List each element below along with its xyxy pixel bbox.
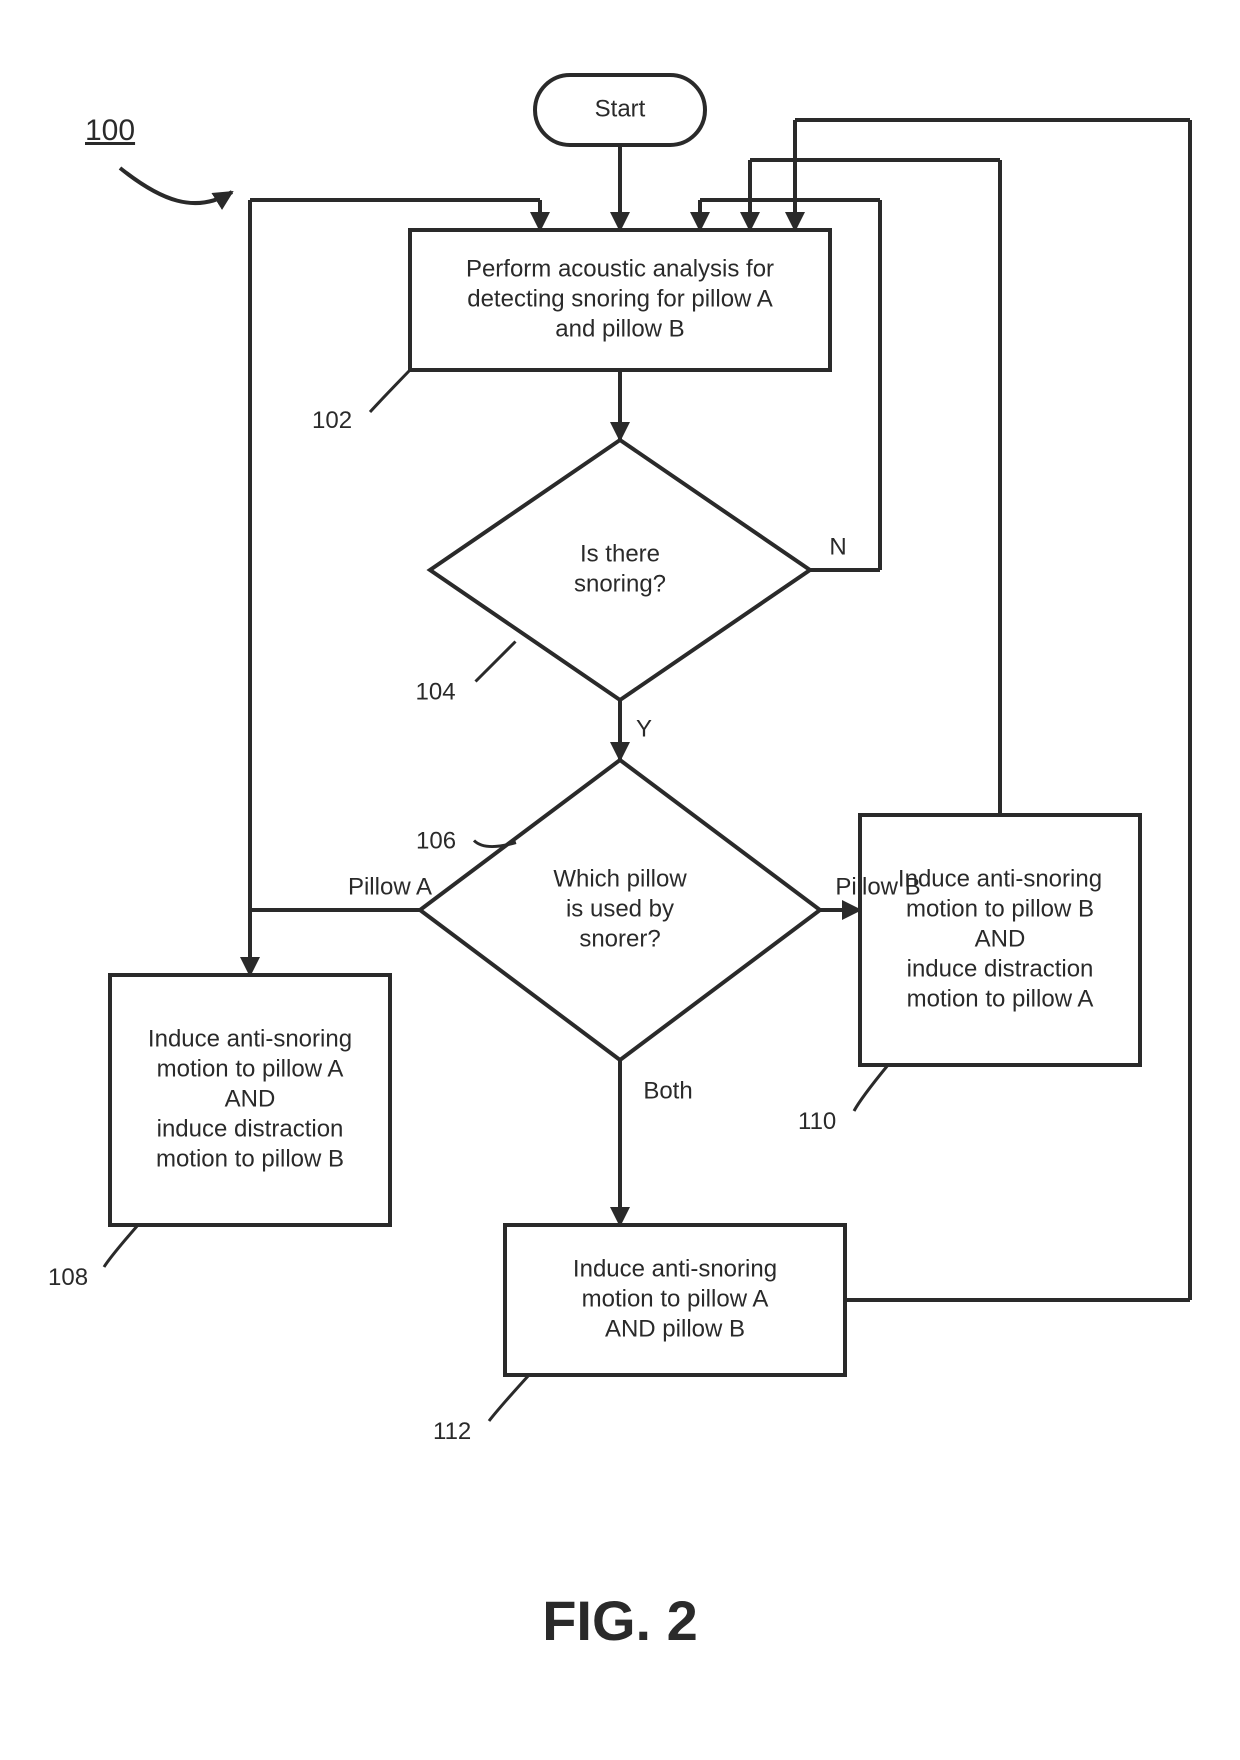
svg-text:and pillow B: and pillow B	[555, 315, 684, 342]
ref-arrow-100	[120, 168, 232, 203]
ref-112: 112	[433, 1418, 471, 1445]
ref-110: 110	[798, 1108, 836, 1135]
svg-text:AND: AND	[225, 1085, 276, 1112]
svg-text:detecting snoring for pillow A: detecting snoring for pillow A	[467, 285, 773, 312]
svg-text:snoring?: snoring?	[574, 570, 666, 597]
svg-text:N: N	[829, 533, 846, 560]
ref-106: 106	[416, 828, 456, 855]
svg-text:Which pillow: Which pillow	[553, 865, 687, 892]
svg-text:motion to pillow B: motion to pillow B	[906, 895, 1094, 922]
svg-text:Both: Both	[643, 1077, 692, 1104]
svg-text:Induce anti-snoring: Induce anti-snoring	[573, 1255, 777, 1282]
svg-text:snorer?: snorer?	[579, 925, 660, 952]
svg-text:Start: Start	[595, 95, 646, 122]
svg-text:motion to pillow A: motion to pillow A	[907, 985, 1094, 1012]
svg-text:Induce anti-snoring: Induce anti-snoring	[898, 865, 1102, 892]
ref-108: 108	[48, 1264, 88, 1291]
figure-caption: FIG. 2	[542, 1589, 698, 1652]
svg-text:Perform acoustic analysis for: Perform acoustic analysis for	[466, 255, 774, 282]
svg-text:motion to pillow A: motion to pillow A	[582, 1285, 769, 1312]
ref-102: 102	[312, 407, 352, 434]
svg-text:is used by: is used by	[566, 895, 674, 922]
figure-ref-100: 100	[85, 114, 135, 147]
svg-text:Pillow A: Pillow A	[348, 873, 432, 900]
svg-text:Induce anti-snoring: Induce anti-snoring	[148, 1025, 352, 1052]
svg-text:AND pillow B: AND pillow B	[605, 1315, 745, 1342]
svg-text:induce distraction: induce distraction	[157, 1115, 344, 1142]
svg-text:Is there: Is there	[580, 540, 660, 567]
svg-text:Y: Y	[636, 715, 652, 742]
svg-text:AND: AND	[975, 925, 1026, 952]
svg-text:induce distraction: induce distraction	[907, 955, 1094, 982]
svg-text:Pillow B: Pillow B	[835, 873, 920, 900]
ref-104: 104	[416, 679, 456, 706]
svg-text:motion to pillow B: motion to pillow B	[156, 1145, 344, 1172]
svg-text:motion to pillow A: motion to pillow A	[157, 1055, 344, 1082]
